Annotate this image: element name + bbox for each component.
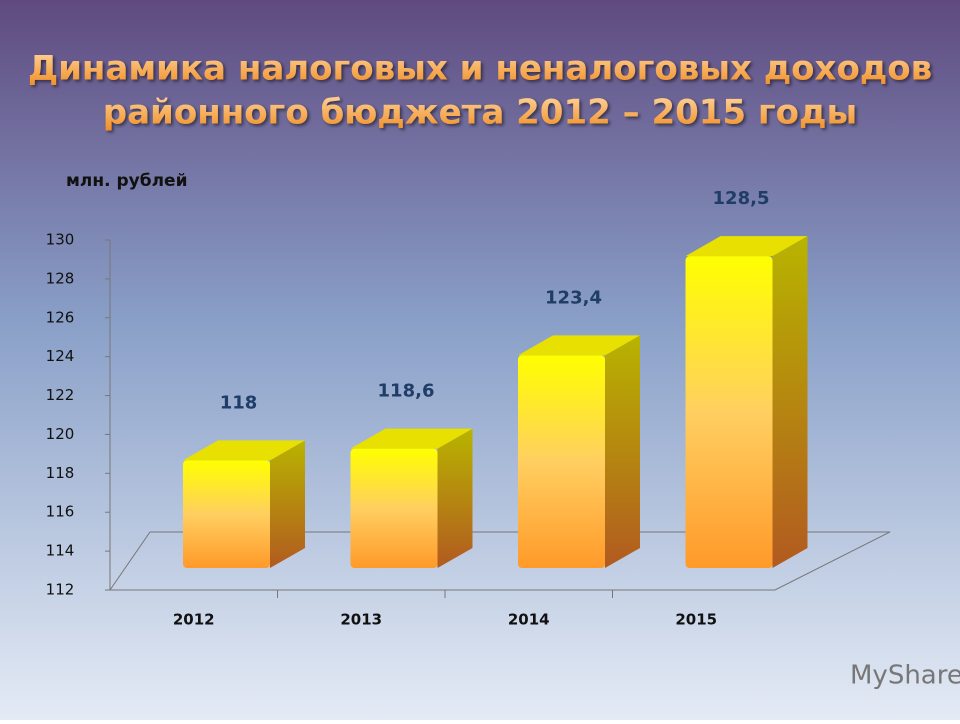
y-tick-label: 128 <box>46 269 75 287</box>
bar-side <box>437 428 473 568</box>
bar <box>350 448 438 568</box>
bar-side <box>772 236 808 568</box>
bar-top <box>350 428 473 449</box>
data-label: 123,4 <box>545 287 602 308</box>
y-tick-label: 114 <box>46 542 75 560</box>
y-tick-label: 122 <box>46 386 75 404</box>
y-axis-label: млн. рублей <box>66 171 187 191</box>
x-tick-label: 2015 <box>675 611 717 629</box>
floor <box>109 531 891 591</box>
bar <box>685 256 773 568</box>
x-tick-label: 2012 <box>173 611 215 629</box>
data-label: 118 <box>220 392 258 413</box>
y-tick-label: 116 <box>46 503 75 521</box>
y-tick-label: 124 <box>46 347 75 365</box>
bar-side <box>270 440 305 568</box>
watermark: MyShared <box>850 661 960 691</box>
bar <box>183 460 270 568</box>
x-tick-label: 2014 <box>508 611 550 629</box>
y-tick-label: 118 <box>46 464 75 482</box>
chart-title: Динамика налоговых и неналоговых доходов <box>28 49 932 89</box>
data-label: 118,6 <box>378 381 435 402</box>
y-tick-label: 120 <box>46 425 75 443</box>
x-tick-label: 2013 <box>340 611 382 629</box>
bar <box>518 355 605 568</box>
bar-top <box>518 335 640 356</box>
chart-title: районного бюджета 2012 – 2015 годы <box>103 93 858 133</box>
y-tick-label: 112 <box>46 581 75 599</box>
y-tick-label: 126 <box>46 308 75 326</box>
y-tick-label: 130 <box>46 231 75 249</box>
data-label: 128,5 <box>713 188 770 209</box>
bar-top <box>183 440 305 461</box>
bar-side <box>605 335 640 568</box>
bar-top <box>685 236 808 257</box>
